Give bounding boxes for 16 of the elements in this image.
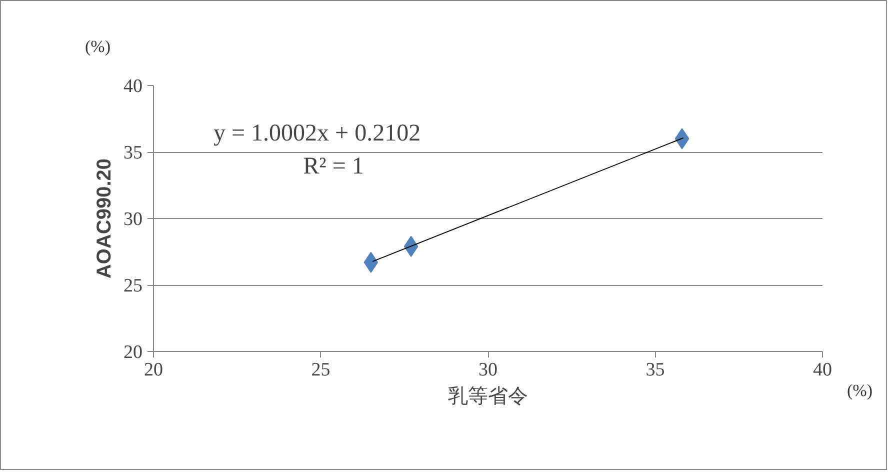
x-axis-title: 乳等省令 bbox=[448, 384, 528, 408]
annotation: y = 1.0002x + 0.2102 bbox=[214, 120, 421, 146]
y-axis-title: AOAC990.20 bbox=[94, 158, 116, 279]
x-tick-label: 25 bbox=[311, 360, 330, 380]
x-tick-label: 35 bbox=[646, 360, 665, 380]
y-tick-label: 30 bbox=[124, 209, 142, 230]
x-tick-label: 30 bbox=[478, 360, 498, 380]
y-tick-label: 40 bbox=[124, 76, 142, 97]
x-tick-label: 40 bbox=[813, 360, 832, 380]
y-tick-label: 25 bbox=[124, 276, 142, 296]
y-tick-label: 20 bbox=[124, 342, 142, 363]
text: (%) bbox=[847, 380, 872, 402]
annotation: R² = 1 bbox=[303, 154, 364, 180]
y-tick-label: 35 bbox=[124, 142, 142, 164]
x-tick-label: 20 bbox=[144, 360, 163, 380]
text: (%) bbox=[85, 36, 110, 58]
